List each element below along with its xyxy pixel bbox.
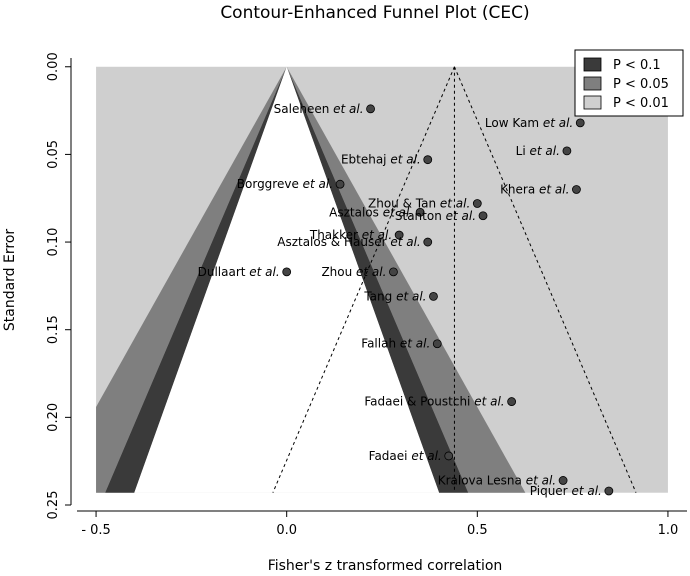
funnel-left-line	[272, 66, 455, 493]
legend-swatch	[583, 57, 602, 72]
y-tick-label: 0.15	[46, 315, 61, 344]
data-point-label: Zhou & Tan et al.	[368, 196, 470, 210]
non-significant-region	[134, 66, 440, 493]
data-point-label: Asztalos et al.	[329, 205, 413, 219]
contour-band-p05-right	[286, 66, 526, 493]
legend: P < 0.1 P < 0.05 P < 0.01	[574, 49, 684, 117]
data-point	[562, 146, 572, 156]
data-point-label: Fallah et al.	[361, 337, 430, 351]
x-tick-label: 0.5	[467, 523, 488, 538]
data-point	[423, 155, 433, 165]
data-point-label: Asztalos & Hauser et al.	[277, 235, 421, 249]
data-point	[432, 339, 442, 349]
x-tick-label: - 0.5	[81, 523, 111, 538]
data-point	[444, 451, 454, 461]
data-point	[335, 179, 345, 189]
data-point-label: Ebtehaj et al.	[341, 153, 421, 167]
data-point	[394, 230, 404, 240]
data-point-label: Low Kam et al.	[485, 116, 573, 130]
data-point	[572, 185, 581, 194]
data-point	[429, 291, 438, 301]
data-point	[604, 486, 614, 496]
data-point	[423, 237, 433, 247]
data-point	[472, 199, 482, 208]
contour-band-p10-right	[286, 66, 469, 493]
y-tick-label: 0.05	[46, 140, 61, 169]
data-point	[415, 207, 425, 217]
data-point	[507, 397, 517, 406]
legend-label: P < 0.01	[613, 96, 669, 111]
contour-band-p10-left	[105, 66, 287, 493]
data-point-label: Fadaei & Poustchi et al.	[364, 395, 504, 409]
data-point-label: Stanton et al.	[395, 209, 476, 223]
data-point-label: Tang et al.	[363, 289, 426, 303]
data-point-label: Li et al.	[516, 144, 560, 158]
legend-label: P < 0.05	[613, 77, 669, 92]
data-point	[478, 211, 488, 221]
y-tick-label: 0.25	[46, 491, 61, 520]
contour-band-p05-left	[96, 66, 287, 493]
y-tick-label: 0.10	[46, 228, 61, 257]
data-point-label: Kralova Lesna et al.	[438, 473, 556, 487]
plot-area: - 0.5 0.0 0.5 1.0 0.00 0.05 0.10 0.15 0.20 0.25 Sa…	[46, 49, 687, 538]
x-axis-label: Fisher's z transformed correlation	[268, 558, 503, 574]
x-tick-label: 0.0	[276, 523, 297, 538]
data-point	[282, 267, 292, 277]
data-point-label: Thakker et al.	[309, 228, 392, 242]
data-point-label: Zhou et al.	[321, 265, 386, 279]
legend-swatch	[583, 76, 602, 91]
data-point	[366, 104, 375, 114]
data-point-label: Fadaei et al.	[369, 449, 442, 463]
legend-swatch	[583, 95, 602, 110]
data-point-label: Khera et al.	[500, 182, 569, 196]
data-point-label: Saleheen et al.	[274, 102, 364, 116]
data-point-label: Borggreve et al.	[237, 177, 333, 191]
x-tick-label: 1.0	[658, 523, 679, 538]
data-point	[389, 267, 398, 277]
y-axis-label: Standard Error	[2, 229, 18, 332]
data-point	[558, 476, 568, 485]
y-tick-label: 0.00	[46, 52, 61, 81]
data-point-label: Piquer et al.	[530, 484, 602, 498]
data-point-label: Dullaart et al.	[198, 265, 280, 279]
funnel-right-line	[453, 66, 637, 493]
y-tick-label: 0.20	[46, 403, 61, 432]
legend-label: P < 0.1	[613, 58, 661, 73]
data-point	[575, 118, 585, 128]
chart-title: Contour-Enhanced Funnel Plot (CEC)	[220, 3, 529, 23]
